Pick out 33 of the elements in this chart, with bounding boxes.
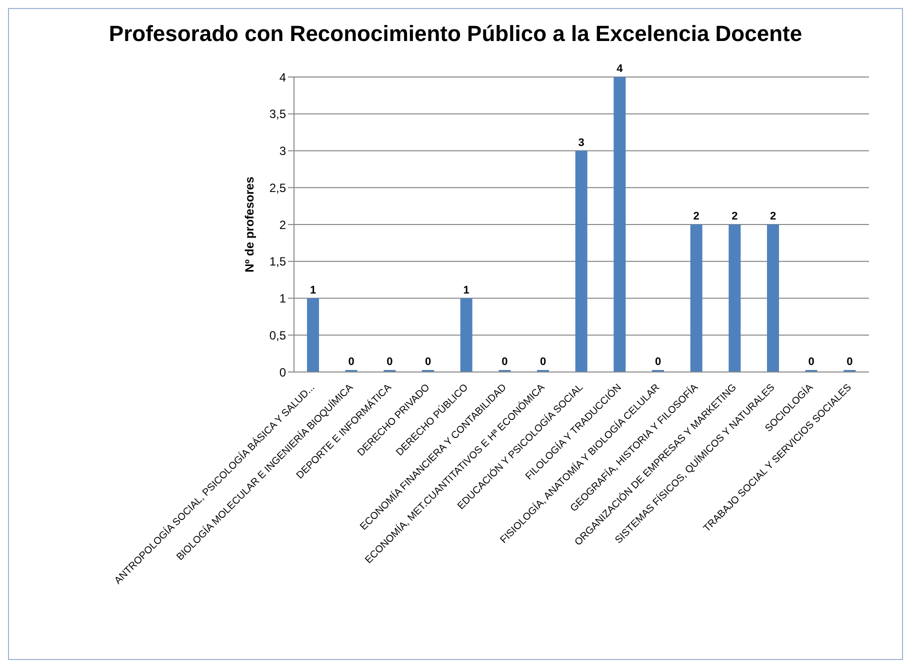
- y-tick-label: 1,5: [269, 254, 286, 269]
- y-tick-label: 2,5: [269, 180, 286, 195]
- data-label: 0: [808, 356, 814, 368]
- y-axis-title: Nº de profesores: [242, 176, 256, 272]
- data-label: 0: [540, 356, 546, 368]
- data-label: 2: [693, 210, 700, 222]
- bar: [460, 298, 472, 372]
- bar: [307, 298, 319, 372]
- y-tick-label: 2: [279, 218, 286, 232]
- y-tick-label: 1: [279, 292, 286, 306]
- bar: [690, 224, 702, 372]
- y-tick-label: 0,5: [269, 328, 286, 342]
- bar: [767, 224, 779, 372]
- data-label: 1: [463, 284, 470, 296]
- data-label: 0: [424, 356, 432, 368]
- y-tick-label: 3,5: [269, 107, 286, 122]
- data-label: 0: [386, 356, 393, 368]
- data-label: 0: [846, 356, 853, 368]
- bar: [614, 77, 626, 372]
- data-label: 2: [732, 210, 738, 222]
- data-label: 0: [502, 356, 508, 368]
- data-label: 2: [770, 210, 776, 222]
- data-label: 3: [578, 136, 584, 149]
- bar: [575, 150, 588, 372]
- data-label: 0: [348, 356, 354, 368]
- y-tick-label: 0: [279, 365, 286, 380]
- bar: [728, 224, 741, 372]
- chart-title: Profesorado con Reconocimiento Público a la Excelencia Docente: [108, 20, 804, 47]
- y-tick-label: 4: [279, 70, 286, 84]
- data-label: 0: [654, 356, 662, 368]
- y-tick-label: 3: [279, 144, 286, 158]
- data-label: 1: [310, 284, 316, 296]
- data-label: 4: [616, 63, 624, 75]
